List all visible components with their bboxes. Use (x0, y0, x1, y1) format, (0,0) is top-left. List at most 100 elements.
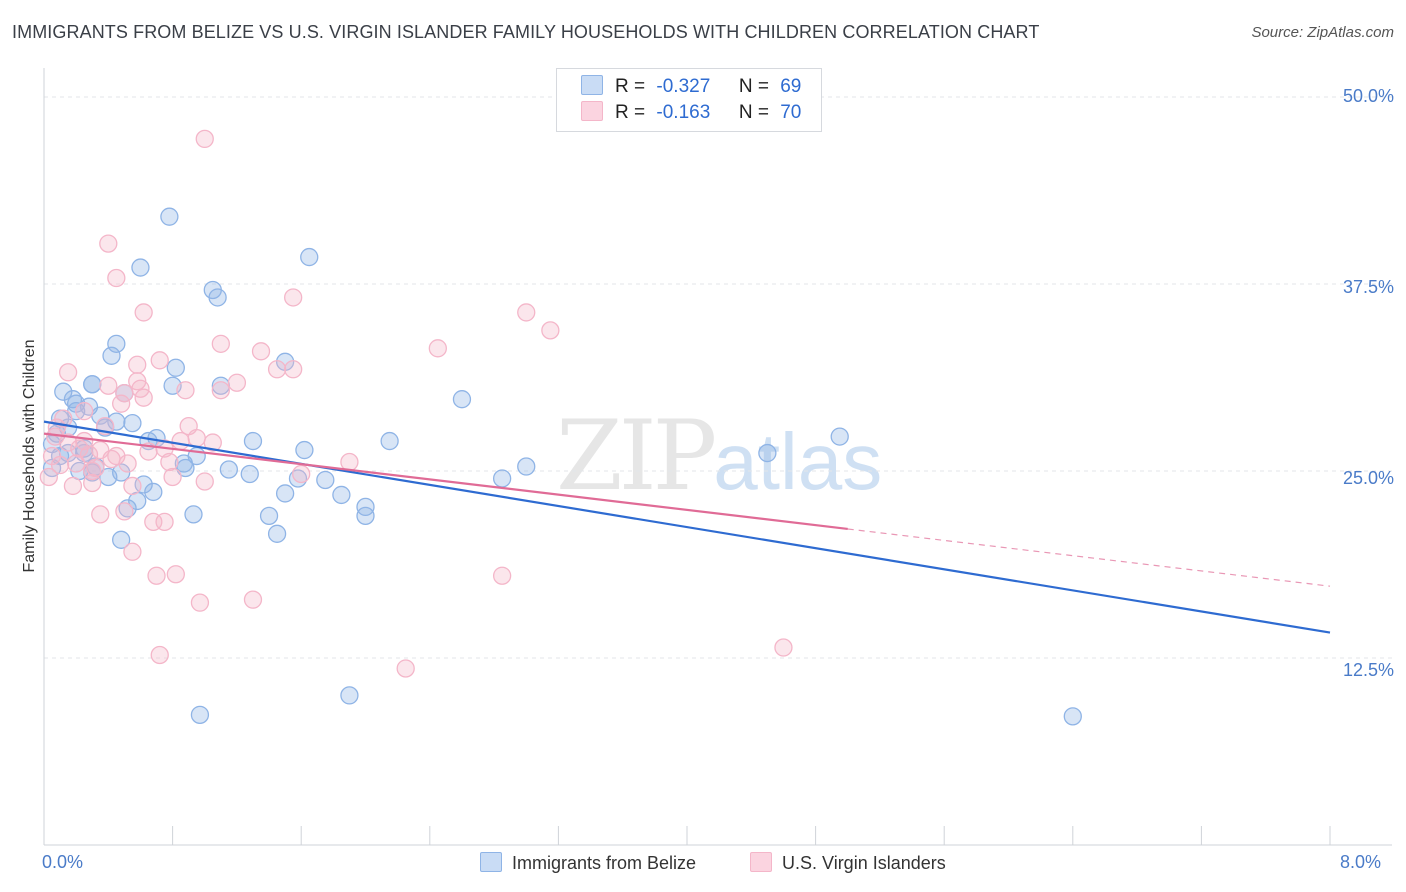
belize-point (107, 334, 126, 353)
legend-r-label: R = (615, 76, 646, 97)
bottom-legend-belize: Immigrants from Belize (480, 852, 696, 874)
belize-point (267, 524, 287, 543)
virgin-islander-point (99, 376, 118, 395)
legend-swatch-virgin-islanders (581, 101, 603, 121)
virgin-islander-point (195, 129, 214, 149)
virgin-islander-point (203, 433, 222, 452)
legend: R = -0.327 N = 69 R = -0.163 N = 70 (556, 68, 822, 132)
virgin-islander-point (774, 638, 793, 657)
virgin-islander-point (128, 355, 147, 374)
virgin-islander-point (58, 433, 78, 452)
belize-point (240, 464, 259, 484)
belize-point (144, 482, 163, 502)
bottom-legend-label-virgin-islanders: U.S. Virgin Islanders (782, 853, 946, 873)
virgin-islander-point (83, 461, 102, 481)
virgin-islander-point (63, 476, 83, 496)
virgin-islander-point (150, 351, 169, 370)
virgin-islander-point (150, 645, 169, 665)
y-tick-label: 37.5% (1342, 277, 1394, 297)
legend-n-label: N = (738, 102, 769, 123)
y-tick-label: 12.5% (1342, 660, 1394, 680)
watermark-atlas: atlas (713, 417, 883, 506)
belize-point (452, 390, 472, 409)
bottom-legend-virgin-islanders: U.S. Virgin Islanders (750, 852, 946, 874)
watermark-zip: ZIP (556, 400, 717, 512)
belize-point (160, 207, 179, 226)
virgin-islander-point (58, 363, 78, 382)
belize-point (166, 358, 185, 377)
watermark: ZIPatlas (556, 400, 882, 512)
legend-r-value: -0.327 (656, 76, 711, 97)
x-tick-label: 8.0% (1340, 852, 1382, 872)
virgin-islander-point (54, 409, 73, 428)
belize-point (219, 460, 239, 479)
virgin-islander-point (267, 360, 287, 379)
virgin-islander-point (91, 505, 110, 524)
virgin-islander-trend-line-extension (847, 528, 1331, 587)
virgin-islander-point (107, 268, 126, 288)
virgin-islander-point (284, 288, 303, 307)
belize-point (517, 457, 536, 476)
y-tick-label: 25.0% (1342, 468, 1394, 488)
virgin-islander-point (211, 334, 230, 353)
belize-point (340, 686, 359, 705)
belize-point (300, 247, 319, 267)
belize-point (112, 530, 131, 549)
virgin-islander-point (190, 593, 210, 612)
virgin-islander-point (292, 464, 311, 484)
virgin-islander-point (91, 440, 110, 460)
virgin-islander-point (99, 234, 118, 253)
legend-n-label: N = (738, 76, 769, 97)
virgin-islander-point (187, 428, 206, 448)
belize-point (380, 431, 399, 451)
virgin-islander-point (211, 381, 230, 400)
virgin-islander-point (492, 566, 512, 585)
belize-point (1063, 707, 1082, 726)
belize-point (356, 497, 375, 517)
virgin-islander-point (134, 388, 153, 407)
virgin-islander-point (517, 303, 536, 322)
virgin-islander-point (163, 467, 182, 487)
belize-point (131, 258, 150, 277)
virgin-islander-point (134, 303, 153, 322)
virgin-islander-point (176, 381, 195, 400)
virgin-islander-point (115, 384, 134, 403)
legend-r-label: R = (615, 102, 646, 123)
virgin-islander-point (284, 360, 303, 379)
virgin-islander-point (340, 452, 359, 472)
bottom-legend-label-belize: Immigrants from Belize (512, 853, 697, 873)
legend-r-value: -0.163 (656, 102, 711, 123)
virgin-islander-point (75, 402, 94, 421)
belize-point (316, 470, 335, 490)
belize-point (118, 499, 137, 518)
belize-trend-line (43, 420, 1331, 634)
chart-title: IMMIGRANTS FROM BELIZE VS U.S. VIRGIN IS… (12, 22, 1040, 42)
virgin-islander-point (155, 512, 174, 532)
belize-point (243, 431, 263, 451)
virgin-islander-point (147, 566, 166, 585)
belize-point (112, 463, 131, 482)
virgin-islander-point (243, 590, 263, 609)
belize-point (830, 427, 849, 446)
virgin-islander-point (251, 342, 271, 361)
virgin-islander-point (396, 659, 415, 678)
virgin-islander-point (67, 454, 86, 473)
belize-point (176, 458, 195, 478)
belize-point (758, 443, 777, 463)
virgin-islander-point (86, 458, 105, 478)
virgin-islander-point (171, 431, 190, 451)
virgin-islander-point (541, 321, 560, 340)
virgin-islander-point (118, 454, 137, 473)
virgin-islander-trend-line (43, 432, 848, 531)
virgin-islander-point (160, 452, 179, 472)
virgin-islander-point (227, 373, 247, 392)
bottom-legend-swatch-virgin-islanders (750, 852, 772, 872)
legend-row-belize: R = -0.327 N = 69 (581, 75, 801, 101)
y-tick-label: 50.0% (1342, 86, 1394, 106)
belize-point (102, 346, 121, 365)
belize-point (83, 375, 102, 394)
belize-point (54, 382, 73, 401)
legend-swatch-belize (581, 75, 603, 95)
source-label: Source: ZipAtlas.com (1251, 24, 1394, 41)
